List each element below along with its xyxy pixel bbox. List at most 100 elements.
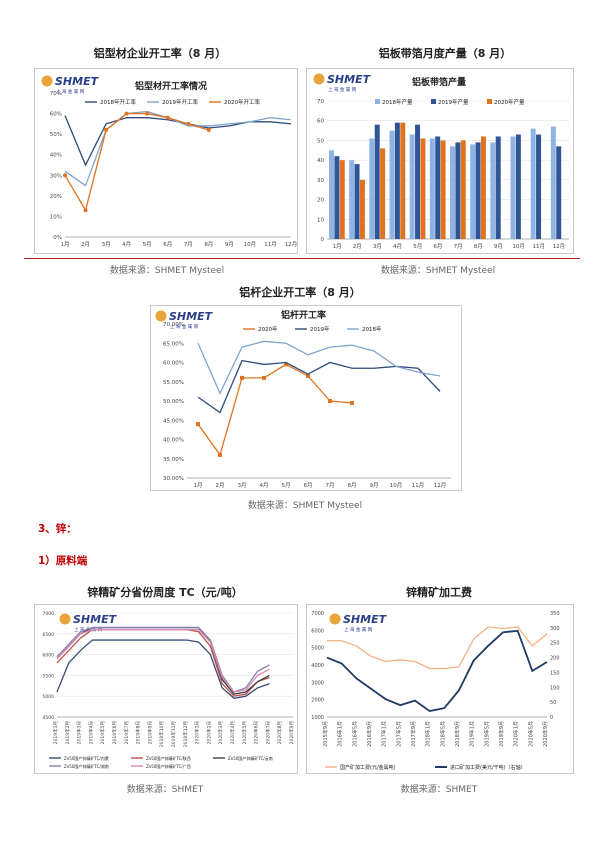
y-tick-label: 45.00% [163,418,184,424]
chart4-panel: SHMET 上 海 金 属 网 4500 5000 5500 6000 6500 7000 20… [34,604,298,774]
chart1-source: 数据来源：SHMET Mysteel [109,266,225,276]
logo-globe-icon [313,73,325,85]
x-tick-label: 2020年8月 [276,721,283,744]
x-tick-label: 1月 [333,243,342,250]
bar [429,138,435,239]
x-tick-label: 2020年1月 [513,721,520,747]
x-tick-label: 11月 [533,243,546,250]
y-tick-label: 40.00% [163,438,184,444]
legend-label: 2020年产量 [494,98,525,106]
bar [556,146,562,239]
bar [510,136,516,239]
x-tick-label: 2017年1月 [381,721,388,747]
bar [490,142,496,239]
y-tick-label: 50% [50,132,62,138]
chart5-panel: SHMET 上 海 金 属 网 1000 2000 3000 4000 5000 6000 70… [306,604,574,774]
x-tick-label: 5月 [143,241,152,248]
bar [480,136,486,239]
series-line [56,628,270,693]
x-tick-label: 2019年4月 [87,721,94,744]
logo-globe-icon [155,310,167,322]
x-tick-label: 2019年9月 [498,721,505,747]
legend-swatch [375,99,380,104]
bar [374,124,380,239]
data-point [165,115,170,120]
y-tick-label: 70 [317,99,324,105]
bar [359,179,365,239]
legend-label: 国产矿加工费(元/金属吨) [340,764,396,771]
x-tick-label: 2020年9月 [542,721,549,747]
x-tick-label: 5月 [413,243,422,250]
legend-label: 2018年 [362,325,382,333]
bar [435,136,441,239]
x-tick-label: 1月 [61,241,70,248]
data-point [240,375,244,380]
chart1-panel: SHMET 上 海 金 属 网 0% 10% 20% 30% 40% 50% 60% 70% 1月 2… [34,68,298,254]
x-tick-label: 2016年1月 [337,721,344,747]
y-tick-label: 10 [317,217,324,223]
y-tick-label: 40 [317,158,324,164]
bar [349,160,355,239]
data-point [306,373,310,378]
x-tick-label: 9月 [225,241,234,248]
x-tick-label: 4月 [122,241,131,248]
x-tick-label: 2020年5月 [527,721,534,747]
x-tick-label: 2020年9月 [288,721,295,744]
bar [530,128,536,239]
series-line [197,340,441,395]
chart5-title: 锌精矿加工费 [406,586,472,599]
chart1-title: 铝型材企业开工率（8 月） [93,47,227,60]
series-line [56,626,270,695]
x-tick-label: 2019年9月 [146,721,153,744]
x-tick-label: 2019年10月 [158,721,165,747]
chart1-rule [24,258,310,259]
legend-label: 2018年产量 [382,98,413,106]
x-tick-label: 1月 [194,482,203,489]
x-tick-label: 2019年12月 [182,721,189,747]
x-tick-label: 3月 [373,243,382,250]
data-point [83,208,88,213]
chart4-title: 锌精矿分省份周度 TC（元/吨） [87,586,243,599]
data-point [196,422,200,427]
x-tick-label: 2月 [81,241,90,248]
chart-inner-title: 铝板带箔产量 [412,76,466,88]
x-tick-label: 7月 [184,241,193,248]
logo-text: SHMET [327,73,372,86]
x-tick-label: 2019年11月 [170,721,177,747]
y-tick-label: 0% [53,235,62,241]
y-tick-label: 55.00% [163,380,184,386]
bar [455,142,461,239]
data-point [284,362,288,367]
y-tick-label: 4000 [311,663,324,669]
bar [409,134,415,239]
x-tick-label: 7月 [326,482,335,489]
legend-label: 2020年 [258,325,278,333]
x-tick-label: 10月 [390,482,403,489]
logo-text: SHMET [169,310,214,323]
x-tick-label: 2月 [353,243,362,250]
x-tick-label: 4月 [260,482,269,489]
bar [329,150,334,239]
x-tick-label: 3月 [102,241,111,248]
x-tick-label: 6月 [433,243,442,250]
y-tick-label: 50 [317,138,324,144]
series-line [327,626,548,670]
x-tick-label: 5月 [282,482,291,489]
y-tick-label: 7000 [43,611,55,617]
data-point [206,128,211,133]
bar [536,134,542,239]
x-tick-label: 2019年6月 [111,721,118,744]
x-tick-label: 2018年5月 [439,721,446,747]
y-tick-label: 60% [50,112,62,118]
x-tick-label: 2020年3月 [217,721,224,744]
logo-subtext: 上 海 金 属 网 [328,86,357,93]
y2-tick-label: 100 [550,685,560,691]
bar [440,140,446,239]
x-tick-label: 2019年2月 [64,721,71,744]
section-zinc: 3、锌： [38,523,77,535]
chart3-title: 铝杆企业开工率（8 月） [239,286,361,299]
x-tick-label: 6月 [163,241,172,248]
chart-inner-title: 铝型材开工率情况 [135,80,207,92]
bar [334,156,340,239]
